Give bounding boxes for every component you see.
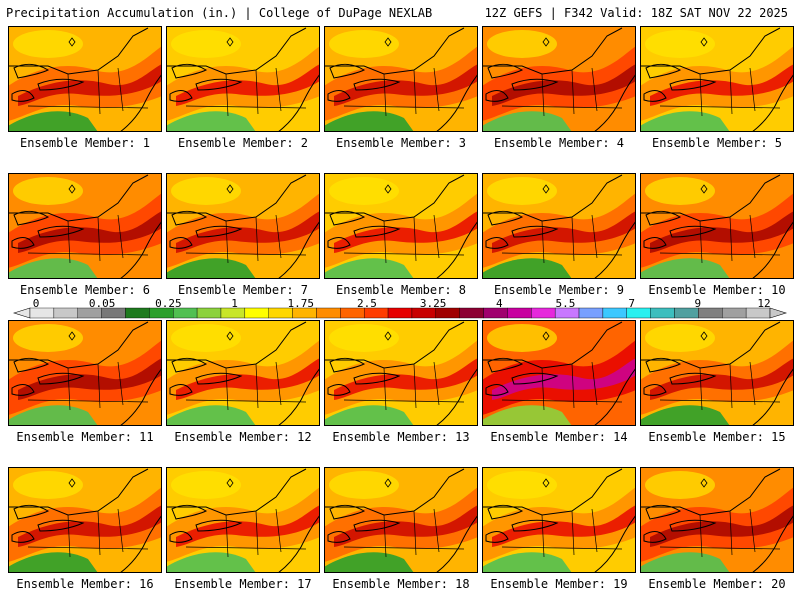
precip-map bbox=[166, 173, 320, 279]
member-caption-14: Ensemble Member: 14 bbox=[490, 430, 628, 444]
precip-map bbox=[482, 173, 636, 279]
colorbar-tick-label: 5.5 bbox=[555, 297, 576, 310]
member-caption-15: Ensemble Member: 15 bbox=[648, 430, 786, 444]
member-caption-12: Ensemble Member: 12 bbox=[174, 430, 312, 444]
member-caption-13: Ensemble Member: 13 bbox=[332, 430, 470, 444]
member-caption-9: Ensemble Member: 9 bbox=[493, 283, 625, 297]
member-caption-10: Ensemble Member: 10 bbox=[648, 283, 786, 297]
colorbar-tick-label: 3.25 bbox=[419, 297, 447, 310]
member-caption-7: Ensemble Member: 7 bbox=[177, 283, 309, 297]
colorbar-min-arrow bbox=[12, 307, 31, 319]
member-caption-18: Ensemble Member: 18 bbox=[332, 577, 470, 591]
ensemble-map-6 bbox=[8, 173, 162, 279]
colorbar-tick-label: 12 bbox=[757, 297, 771, 310]
ensemble-map-12 bbox=[166, 320, 320, 426]
colorbar-tick-label: 0.05 bbox=[88, 297, 116, 310]
precip-colorbar bbox=[12, 307, 788, 319]
ensemble-map-4 bbox=[482, 26, 636, 132]
member-caption-17: Ensemble Member: 17 bbox=[174, 577, 312, 591]
precip-map bbox=[8, 173, 162, 279]
ensemble-map-18 bbox=[324, 467, 478, 573]
ensemble-map-7 bbox=[166, 173, 320, 279]
precip-map bbox=[482, 467, 636, 573]
colorbar-swatch bbox=[125, 307, 150, 319]
precip-map bbox=[640, 467, 794, 573]
colorbar-swatch bbox=[196, 307, 222, 319]
member-caption-16: Ensemble Member: 16 bbox=[16, 577, 154, 591]
colorbar-swatch bbox=[698, 307, 723, 319]
member-caption-6: Ensemble Member: 6 bbox=[19, 283, 151, 297]
precip-map bbox=[8, 320, 162, 426]
member-caption-19: Ensemble Member: 19 bbox=[490, 577, 628, 591]
chart-title: Precipitation Accumulation (in.) | Colle… bbox=[6, 6, 433, 20]
precip-map bbox=[166, 26, 320, 132]
colorbar-tick-label: 9 bbox=[694, 297, 702, 310]
ensemble-map-5 bbox=[640, 26, 794, 132]
colorbar-tick-label: 1 bbox=[231, 297, 238, 310]
ensemble-map-10 bbox=[640, 173, 794, 279]
ensemble-map-17 bbox=[166, 467, 320, 573]
colorbar-swatch bbox=[53, 307, 78, 319]
precip-map bbox=[324, 467, 478, 573]
ensemble-map-3 bbox=[324, 26, 478, 132]
precip-map bbox=[324, 173, 478, 279]
colorbar-swatch bbox=[507, 307, 532, 319]
precip-map bbox=[482, 26, 636, 132]
ensemble-map-11 bbox=[8, 320, 162, 426]
member-caption-3: Ensemble Member: 3 bbox=[335, 136, 467, 150]
colorbar-tick-label: 0 bbox=[32, 297, 40, 310]
colorbar-swatch bbox=[531, 307, 556, 319]
ensemble-map-14 bbox=[482, 320, 636, 426]
colorbar-swatch bbox=[244, 307, 269, 319]
ensemble-map-9 bbox=[482, 173, 636, 279]
member-caption-2: Ensemble Member: 2 bbox=[177, 136, 309, 150]
precip-map bbox=[482, 320, 636, 426]
colorbar-swatch bbox=[650, 307, 675, 319]
colorbar-swatch bbox=[578, 307, 604, 319]
ensemble-map-8 bbox=[324, 173, 478, 279]
member-caption-11: Ensemble Member: 11 bbox=[16, 430, 154, 444]
precip-map bbox=[166, 320, 320, 426]
precip-map bbox=[324, 320, 478, 426]
colorbar-tick-label: 4 bbox=[495, 297, 503, 310]
colorbar-tick-label: 0.25 bbox=[155, 297, 182, 310]
member-caption-20: Ensemble Member: 20 bbox=[648, 577, 786, 591]
ensemble-map-2 bbox=[166, 26, 320, 132]
precip-map bbox=[166, 467, 320, 573]
member-caption-4: Ensemble Member: 4 bbox=[493, 136, 625, 150]
colorbar-swatch bbox=[459, 307, 484, 319]
member-caption-8: Ensemble Member: 8 bbox=[335, 283, 467, 297]
member-caption-1: Ensemble Member: 1 bbox=[19, 136, 151, 150]
ensemble-map-13 bbox=[324, 320, 478, 426]
colorbar-tick-label: 2.5 bbox=[356, 297, 377, 310]
ensemble-map-16 bbox=[8, 467, 162, 573]
colorbar-swatch bbox=[316, 307, 341, 319]
ensemble-map-20 bbox=[640, 467, 794, 573]
ensemble-map-1 bbox=[8, 26, 162, 132]
colorbar-tick-label: 1.75 bbox=[287, 297, 314, 310]
precip-map bbox=[8, 467, 162, 573]
precip-map bbox=[640, 173, 794, 279]
colorbar-tick-label: 7 bbox=[628, 297, 635, 310]
colorbar-swatch bbox=[602, 307, 627, 319]
colorbar-swatch bbox=[387, 307, 413, 319]
ensemble-map-15 bbox=[640, 320, 794, 426]
member-caption-5: Ensemble Member: 5 bbox=[651, 136, 783, 150]
precip-map bbox=[8, 26, 162, 132]
ensemble-map-19 bbox=[482, 467, 636, 573]
precip-map bbox=[640, 320, 794, 426]
colorbar-max-arrow bbox=[769, 307, 788, 319]
precip-map bbox=[324, 26, 478, 132]
model-valid-time: 12Z GEFS | F342 Valid: 18Z SAT NOV 22 20… bbox=[484, 6, 788, 20]
colorbar-swatch bbox=[722, 307, 747, 319]
precip-map bbox=[640, 26, 794, 132]
